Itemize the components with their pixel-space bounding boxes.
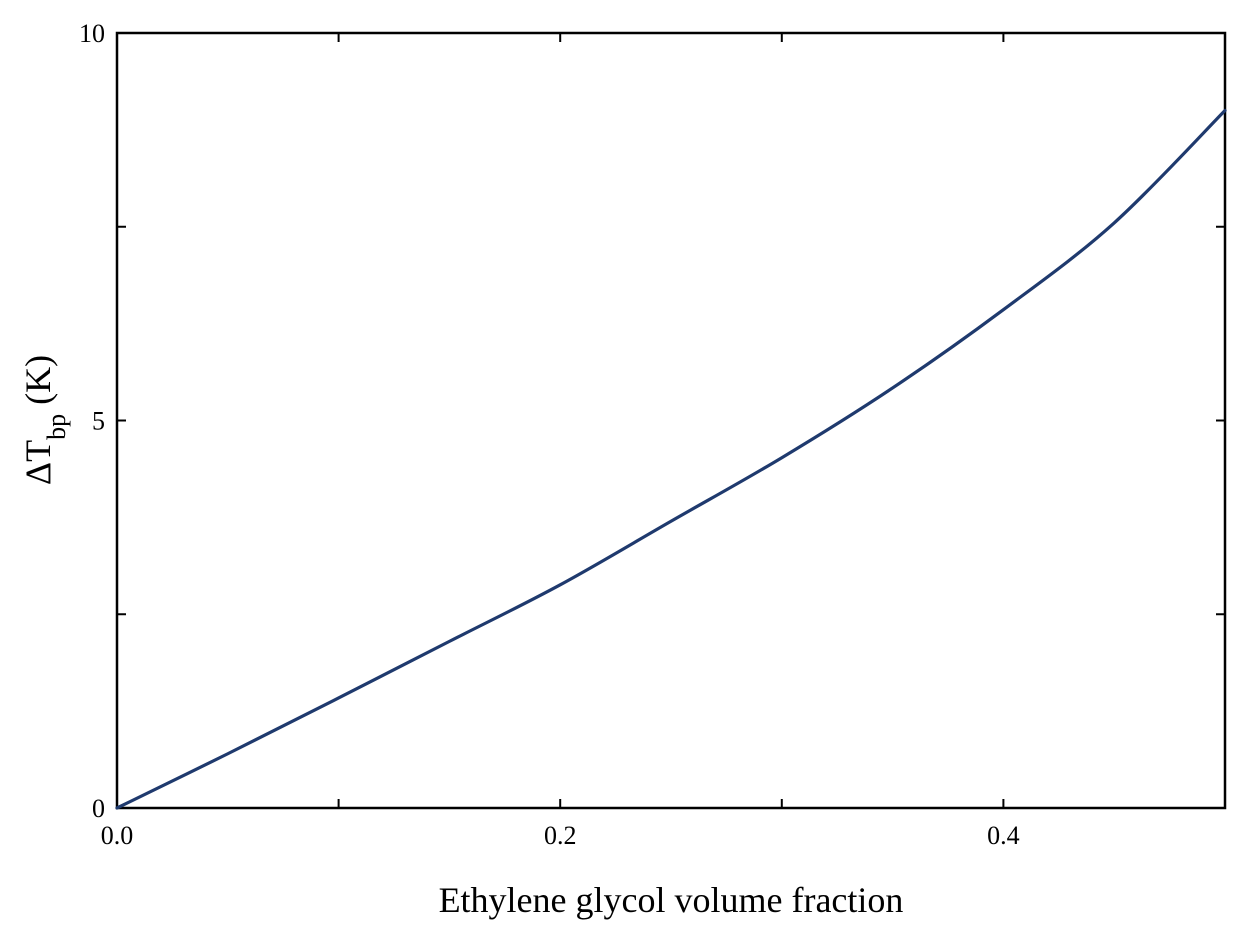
x-tick-label-1: 0.2 — [544, 821, 577, 850]
axis-ticks — [116, 32, 1226, 809]
y-axis-label-suffix: (K) — [18, 355, 58, 414]
x-tick-label-0: 0.0 — [101, 821, 134, 850]
series-layer — [115, 108, 1227, 810]
y-tick-label-0: 0 — [92, 794, 105, 823]
y-tick-label-1: 5 — [92, 407, 105, 436]
y-axis-label-prefix: ΔT — [18, 440, 58, 485]
axis-tick-labels: 0.0 0.2 0.4 0 5 10 — [79, 19, 1020, 850]
y-axis-label-subscript: bp — [42, 414, 71, 440]
plot-frame — [115, 31, 1227, 810]
y-tick-label-2: 10 — [79, 19, 105, 48]
series-line-0 — [115, 108, 1227, 810]
x-tick-label-2: 0.4 — [987, 821, 1020, 850]
y-axis-label: ΔTbp (K) — [18, 355, 71, 485]
x-axis-label: Ethylene glycol volume fraction — [439, 880, 904, 920]
